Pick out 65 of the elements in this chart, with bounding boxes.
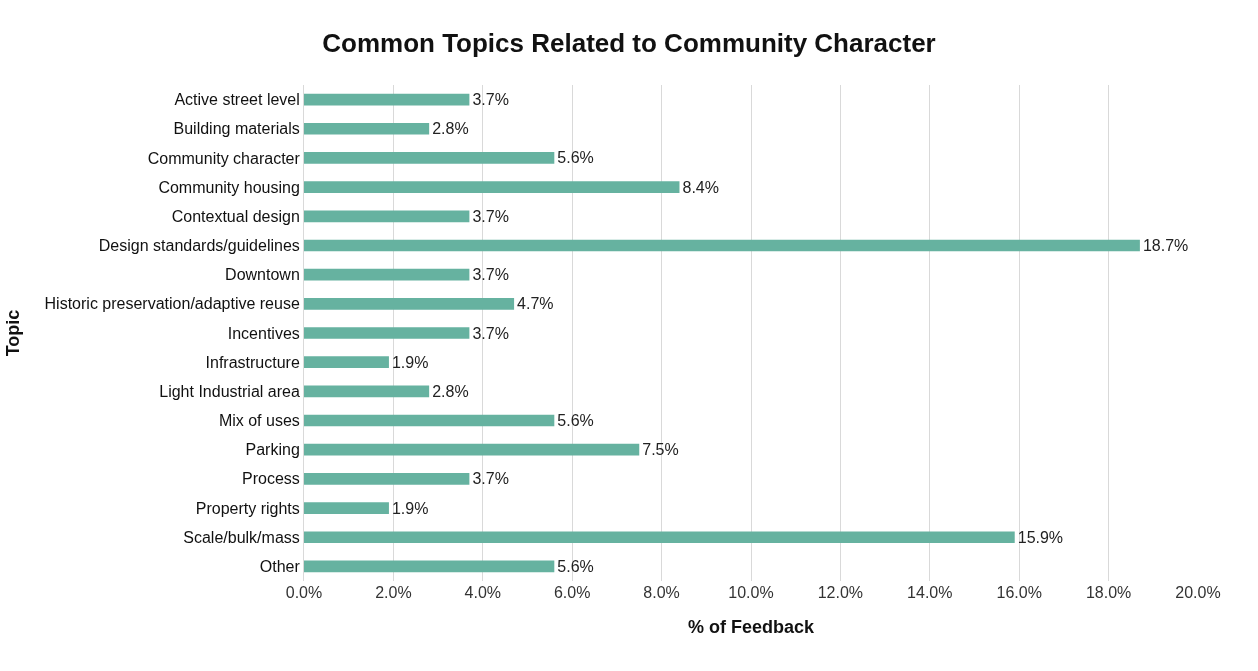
data-label: 3.7% bbox=[472, 470, 509, 488]
bar bbox=[304, 560, 555, 573]
y-tick-label: Contextual design bbox=[171, 207, 300, 225]
y-tick-label: Downtown bbox=[225, 266, 300, 284]
data-label: 2.8% bbox=[432, 120, 469, 138]
data-label: 15.9% bbox=[1017, 528, 1064, 546]
x-tick-label: 12.0% bbox=[817, 584, 864, 601]
bar bbox=[304, 473, 470, 485]
y-tick-label: Other bbox=[259, 558, 301, 576]
bar bbox=[304, 122, 430, 135]
bar bbox=[304, 443, 640, 456]
x-tick-label: 14.0% bbox=[907, 584, 953, 601]
data-label: 7.5% bbox=[642, 441, 679, 459]
data-label: 8.4% bbox=[682, 178, 719, 196]
bar bbox=[304, 414, 555, 427]
y-tick-label: Incentives bbox=[227, 324, 300, 342]
bar bbox=[304, 239, 1140, 252]
data-label: 3.7% bbox=[472, 324, 509, 342]
y-tick-label: Process bbox=[242, 470, 300, 488]
y-tick-label: Light Industrial area bbox=[159, 382, 300, 400]
y-axis-title: Topic bbox=[2, 309, 23, 357]
y-tick-label: Parking bbox=[245, 441, 300, 459]
data-label: 3.7% bbox=[472, 207, 509, 225]
x-tick-label: 8.0% bbox=[643, 584, 680, 601]
x-tick-label: 2.0% bbox=[375, 584, 412, 601]
y-tick-label: Community housing bbox=[158, 178, 300, 196]
data-label: 2.8% bbox=[432, 382, 469, 400]
bar bbox=[304, 297, 515, 310]
data-label: 3.7% bbox=[472, 266, 509, 284]
y-tick-label: Active street level bbox=[174, 91, 300, 109]
y-tick-label: Mix of uses bbox=[218, 412, 300, 430]
x-tick-label: 18.0% bbox=[1085, 584, 1132, 601]
data-label: 1.9% bbox=[391, 499, 429, 517]
data-label: 18.7% bbox=[1142, 236, 1189, 254]
y-tick-label: Scale/bulk/mass bbox=[183, 528, 300, 546]
bar bbox=[304, 327, 470, 339]
bar bbox=[304, 268, 470, 281]
x-tick-label: 6.0% bbox=[553, 584, 591, 601]
x-tick-label: 0.0% bbox=[285, 584, 323, 601]
y-tick-label: Infrastructure bbox=[205, 353, 300, 371]
bar bbox=[304, 356, 389, 369]
x-tick-label: 20.0% bbox=[1175, 584, 1221, 601]
y-tick-label: Design standards/guidelines bbox=[98, 237, 300, 255]
data-label: 5.6% bbox=[557, 557, 594, 575]
bar bbox=[304, 152, 555, 164]
bar bbox=[304, 385, 430, 398]
data-label: 3.7% bbox=[472, 91, 509, 109]
data-label: 5.6% bbox=[557, 412, 594, 430]
bar bbox=[304, 210, 470, 223]
chart-title: Common Topics Related to Community Character bbox=[322, 27, 936, 58]
data-label: 1.9% bbox=[391, 353, 429, 371]
y-tick-label: Historic preservation/adaptive reuse bbox=[44, 295, 300, 313]
bar bbox=[304, 502, 389, 514]
x-tick-label: 10.0% bbox=[728, 584, 774, 601]
data-label: 5.6% bbox=[557, 149, 594, 167]
data-label: 4.7% bbox=[517, 295, 554, 313]
y-tick-label: Building materials bbox=[173, 120, 300, 138]
bar bbox=[304, 181, 680, 193]
y-tick-label: Community character bbox=[147, 149, 301, 167]
x-axis-title: % of Feedback bbox=[687, 617, 815, 638]
bar bbox=[304, 531, 1015, 544]
x-tick-label: 16.0% bbox=[996, 584, 1042, 601]
bar bbox=[304, 93, 470, 106]
y-tick-label: Property rights bbox=[195, 499, 300, 517]
x-tick-label: 4.0% bbox=[464, 584, 502, 601]
